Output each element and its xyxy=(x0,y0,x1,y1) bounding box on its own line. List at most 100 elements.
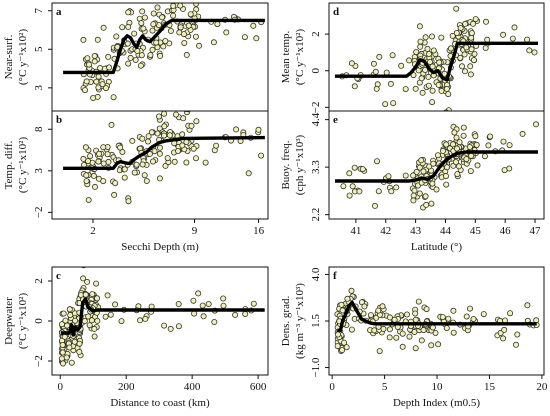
scatter-point xyxy=(85,313,92,320)
scatter-point xyxy=(91,325,98,332)
scatter-point xyxy=(90,95,97,102)
scatter-point xyxy=(472,16,479,23)
panel-e: e 2.2 3.3 4.4 41 42 43 44 45 46 47 Buoy. freq. (cph … xyxy=(280,110,545,253)
scatter-point xyxy=(386,326,393,333)
scatter-point xyxy=(161,322,168,329)
scatter-point xyxy=(66,306,73,313)
scatter-point xyxy=(422,193,429,200)
scatter-point xyxy=(468,46,475,53)
scatter-point xyxy=(155,113,162,120)
scatter-point xyxy=(160,43,167,50)
scatter-point xyxy=(91,333,98,340)
y-tick-label: 2 xyxy=(33,278,45,284)
scatter-point xyxy=(443,325,450,332)
scatter-point xyxy=(95,158,102,165)
scatter-point xyxy=(89,291,96,298)
scatter-point xyxy=(389,52,396,59)
scatter-point xyxy=(157,52,164,59)
scatter-point xyxy=(87,153,94,160)
x-tick-label: 15 xyxy=(484,381,496,393)
scatter-point xyxy=(96,150,103,157)
y-tick-label: 0 xyxy=(310,67,322,73)
scatter-point xyxy=(334,331,341,338)
scatter-point xyxy=(453,29,460,36)
scatter-point xyxy=(338,301,345,308)
scatter-point xyxy=(175,323,182,330)
scatter-point xyxy=(417,38,424,45)
scatter-point xyxy=(105,53,112,60)
scatter-point xyxy=(100,24,107,31)
scatter-point xyxy=(80,36,87,43)
scatter-point xyxy=(356,188,363,195)
scatter-point xyxy=(91,58,98,65)
scatter-point xyxy=(144,138,151,145)
x-tick-label: 9 xyxy=(192,225,198,237)
scatter-point xyxy=(387,80,394,87)
x-tick-label: 5 xyxy=(382,381,388,393)
scatter-point xyxy=(188,122,195,129)
scatter-point xyxy=(435,341,442,348)
panel-c: c −2 0 2 0 200 400 600 Deepwater (°C y⁻¹x10²) Dist… xyxy=(3,266,269,409)
scatter-point xyxy=(500,138,507,145)
y-tick-label: 0 xyxy=(33,318,45,324)
scatter-point xyxy=(184,111,190,116)
scatter-point xyxy=(524,36,531,43)
scatter-point xyxy=(348,326,355,333)
fit-line xyxy=(335,41,538,82)
panel-a: a 3 5 7 Near-surf. (°C y⁻¹x10²) xyxy=(3,2,269,112)
scatter-point xyxy=(391,316,398,323)
x-tick-label: 0 xyxy=(329,381,335,393)
scatter-point xyxy=(97,65,104,72)
scatter-point xyxy=(154,4,161,11)
scatter-point xyxy=(334,343,341,350)
scatter-point xyxy=(500,31,507,38)
scatter-point xyxy=(513,341,520,348)
scatter-point xyxy=(125,60,132,67)
scatter-point xyxy=(149,46,156,53)
scatter-point xyxy=(376,348,383,355)
scatter-point xyxy=(410,172,417,179)
scatter-point xyxy=(453,134,460,141)
scatter-point xyxy=(434,152,441,159)
scatter-point xyxy=(445,315,452,322)
scatter-point xyxy=(190,297,197,304)
scatter-point xyxy=(375,188,382,195)
panel-label: f xyxy=(333,270,337,282)
scatter-point xyxy=(506,142,513,149)
scatter-point xyxy=(210,39,217,46)
scatter-point xyxy=(177,3,184,9)
scatter-point xyxy=(86,61,93,68)
scatter-point xyxy=(348,60,355,67)
scatter-point xyxy=(93,78,100,85)
y-axis-label: (kg m⁻³ y⁻¹x10³) xyxy=(294,283,306,359)
scatter-point xyxy=(220,295,227,302)
scatter-point xyxy=(150,10,157,17)
panel-label: e xyxy=(333,114,338,126)
y-axis-label: (°C y⁻¹x10²) xyxy=(17,29,29,86)
scatter-point xyxy=(514,331,521,338)
scatter-point xyxy=(139,161,146,168)
scatter-point xyxy=(84,55,91,62)
scatter-point xyxy=(242,310,249,317)
scatter-point xyxy=(161,123,168,130)
scatter-point xyxy=(145,133,152,140)
scatter-point xyxy=(463,313,470,320)
scatter-point xyxy=(193,3,200,7)
scatter-point xyxy=(346,192,353,199)
scatter-point xyxy=(418,157,425,164)
scatter-point xyxy=(346,170,353,177)
scatter-point xyxy=(142,315,149,322)
x-tick-label: 16 xyxy=(253,225,265,237)
scatter-point xyxy=(72,317,79,324)
scatter-point xyxy=(94,295,101,302)
scatter-point xyxy=(139,135,146,142)
scatter-point xyxy=(370,60,377,67)
panel-b: b −2 3 8 2 9 16 Temp. diff. (°C y⁻¹x10²) Secchi D… xyxy=(3,110,269,253)
scatter-point xyxy=(179,142,186,149)
scatter-point xyxy=(461,68,468,75)
scatter-point xyxy=(161,132,168,139)
scatter-point xyxy=(141,172,148,179)
scatter-point xyxy=(170,3,177,9)
scatter-point xyxy=(482,18,489,25)
scatter-point xyxy=(430,160,437,167)
